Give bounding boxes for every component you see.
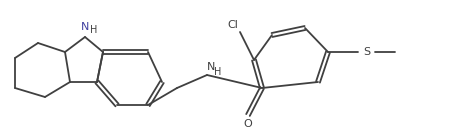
Text: H: H bbox=[90, 25, 98, 35]
Text: H: H bbox=[214, 67, 222, 77]
Text: O: O bbox=[243, 119, 252, 129]
Text: N: N bbox=[207, 62, 215, 72]
Text: Cl: Cl bbox=[227, 20, 238, 30]
Text: S: S bbox=[363, 47, 370, 57]
Text: N: N bbox=[81, 22, 89, 32]
